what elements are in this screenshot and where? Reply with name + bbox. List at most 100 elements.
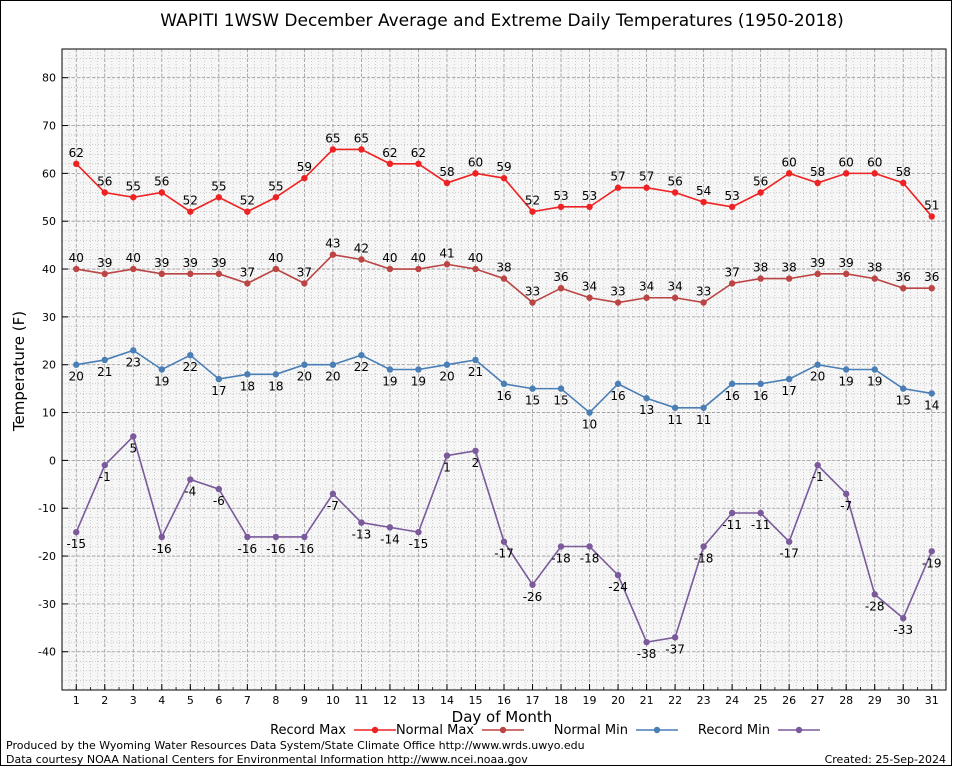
data-point-record-min bbox=[500, 538, 508, 545]
x-tick-label: 24 bbox=[725, 694, 739, 707]
data-label-record-max: 53 bbox=[724, 189, 739, 203]
data-label-record-min: -37 bbox=[665, 642, 685, 656]
data-point-record-min bbox=[443, 452, 451, 459]
data-label-record-max: 52 bbox=[525, 194, 540, 208]
data-label-record-min: -38 bbox=[637, 647, 657, 661]
data-point-record-min bbox=[244, 533, 251, 541]
data-point-record-max bbox=[643, 184, 650, 191]
data-label-normal-min: 20 bbox=[439, 370, 454, 384]
data-point-record-max bbox=[728, 203, 736, 211]
data-point-record-max bbox=[415, 160, 422, 168]
data-label-record-max: 65 bbox=[325, 131, 340, 145]
data-point-normal-max bbox=[557, 284, 565, 292]
series-record-max: 62 56 55 56 52 55 52 55 59 65 65 62 62 58 60 59 52 53 53 57… bbox=[69, 131, 939, 220]
data-point-record-max bbox=[187, 208, 194, 215]
data-point-normal-min bbox=[187, 351, 194, 359]
data-label-record-min: -7 bbox=[327, 499, 339, 513]
y-tick-label: 40 bbox=[42, 263, 56, 276]
x-tick-label: 13 bbox=[411, 694, 425, 707]
data-point-record-min bbox=[814, 461, 821, 469]
data-point-record-max bbox=[757, 189, 764, 196]
data-point-normal-min bbox=[101, 356, 108, 364]
data-point-normal-min bbox=[871, 366, 878, 373]
x-tick-label: 6 bbox=[215, 694, 222, 707]
data-point-normal-max bbox=[187, 270, 194, 278]
x-tick-label: 17 bbox=[526, 694, 540, 707]
data-point-normal-min bbox=[472, 356, 479, 364]
data-label-normal-min: 10 bbox=[582, 418, 597, 432]
data-label-normal-max: 38 bbox=[496, 261, 511, 275]
y-tick-label: 20 bbox=[42, 359, 56, 372]
data-point-normal-max bbox=[900, 284, 907, 292]
data-point-normal-max bbox=[101, 270, 108, 278]
data-point-normal-max bbox=[329, 251, 337, 258]
data-label-normal-max: 39 bbox=[97, 256, 112, 270]
data-point-normal-min bbox=[415, 366, 422, 373]
data-point-record-min bbox=[386, 524, 394, 531]
data-label-record-min: 2 bbox=[472, 456, 480, 470]
data-point-normal-max bbox=[386, 265, 394, 273]
data-point-normal-max bbox=[158, 270, 166, 278]
data-point-record-min bbox=[643, 638, 650, 646]
data-label-record-max: 62 bbox=[411, 146, 426, 160]
data-point-record-min bbox=[586, 543, 593, 550]
data-point-record-min bbox=[785, 538, 793, 545]
x-tick-label: 25 bbox=[754, 694, 768, 707]
data-point-normal-max bbox=[700, 299, 707, 306]
data-point-normal-min bbox=[671, 404, 679, 411]
data-label-record-min: -16 bbox=[295, 542, 315, 556]
data-label-record-min: -16 bbox=[152, 542, 172, 556]
data-label-normal-min: 20 bbox=[297, 370, 312, 384]
data-label-normal-min: 15 bbox=[525, 394, 540, 408]
data-label-normal-min: 11 bbox=[696, 413, 711, 427]
data-label-normal-max: 38 bbox=[753, 261, 768, 275]
data-point-record-min bbox=[472, 447, 479, 455]
data-point-record-max bbox=[443, 179, 451, 187]
data-label-normal-max: 39 bbox=[154, 256, 169, 270]
footer-created-date: Created: 25-Sep-2024 bbox=[824, 753, 946, 766]
data-label-normal-max: 33 bbox=[610, 285, 625, 299]
data-label-record-min: -33 bbox=[893, 623, 913, 637]
data-point-normal-max bbox=[415, 265, 422, 273]
data-label-record-max: 56 bbox=[667, 175, 682, 189]
data-point-normal-max bbox=[785, 275, 793, 282]
data-point-record-min bbox=[842, 490, 850, 498]
y-tick-label: 80 bbox=[42, 72, 56, 85]
data-label-record-min: -16 bbox=[266, 542, 286, 556]
data-label-record-max: 54 bbox=[696, 184, 711, 198]
data-point-normal-max bbox=[614, 299, 622, 306]
data-point-normal-max bbox=[301, 280, 308, 287]
data-label-normal-max: 36 bbox=[553, 270, 568, 284]
data-label-record-max: 52 bbox=[240, 194, 255, 208]
data-label-normal-min: 18 bbox=[240, 379, 255, 393]
data-label-record-max: 62 bbox=[382, 146, 397, 160]
x-tick-label: 23 bbox=[697, 694, 711, 707]
data-point-normal-max bbox=[814, 270, 821, 278]
data-label-record-min: -17 bbox=[494, 547, 514, 561]
data-label-normal-max: 37 bbox=[724, 265, 739, 279]
legend-label-record-min: Record Min bbox=[698, 723, 770, 738]
x-tick-label: 26 bbox=[782, 694, 796, 707]
footer-data-courtesy: Data courtesy NOAA National Centers for … bbox=[6, 753, 528, 766]
data-label-normal-max: 40 bbox=[126, 251, 141, 265]
data-label-record-max: 58 bbox=[896, 165, 911, 179]
legend-label-record-max: Record Max bbox=[270, 723, 346, 738]
data-point-normal-min bbox=[500, 380, 508, 388]
data-point-normal-min bbox=[301, 361, 308, 368]
data-point-record-max bbox=[586, 203, 593, 211]
data-label-record-max: 60 bbox=[867, 155, 882, 169]
data-label-normal-max: 34 bbox=[582, 280, 597, 294]
data-point-normal-max bbox=[500, 275, 508, 282]
data-point-normal-min bbox=[928, 390, 935, 397]
data-point-normal-max bbox=[529, 299, 536, 306]
data-label-record-max: 56 bbox=[154, 175, 169, 189]
data-point-normal-max bbox=[643, 294, 650, 301]
x-tick-label: 11 bbox=[354, 694, 368, 707]
data-label-normal-max: 34 bbox=[667, 280, 682, 294]
data-label-normal-max: 40 bbox=[69, 251, 84, 265]
x-axis-title: Day of Month bbox=[452, 708, 553, 726]
footer-produced-by: Produced by the Wyoming Water Resources … bbox=[6, 739, 585, 752]
data-point-normal-max bbox=[586, 294, 593, 301]
x-tick-label: 14 bbox=[440, 694, 454, 707]
data-point-record-max bbox=[614, 184, 622, 191]
